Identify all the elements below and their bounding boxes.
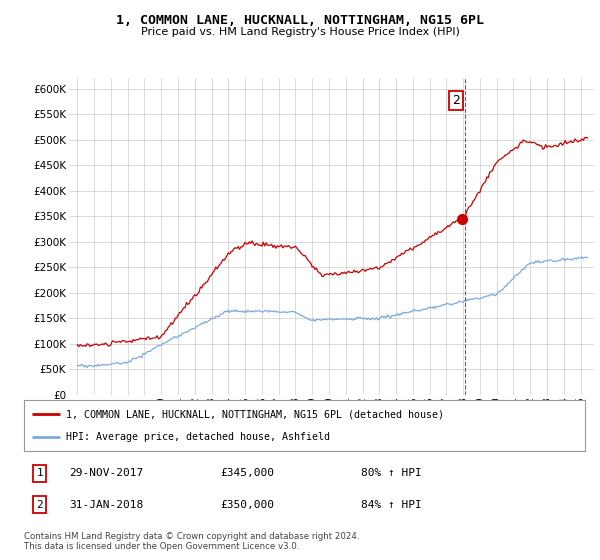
Text: Contains HM Land Registry data © Crown copyright and database right 2024.
This d: Contains HM Land Registry data © Crown c…: [24, 532, 359, 552]
Text: 31-JAN-2018: 31-JAN-2018: [69, 500, 143, 510]
Text: HPI: Average price, detached house, Ashfield: HPI: Average price, detached house, Ashf…: [66, 432, 330, 442]
Text: 2: 2: [37, 500, 43, 510]
Text: 1: 1: [37, 468, 43, 478]
Text: 1, COMMON LANE, HUCKNALL, NOTTINGHAM, NG15 6PL (detached house): 1, COMMON LANE, HUCKNALL, NOTTINGHAM, NG…: [66, 409, 444, 419]
Text: 29-NOV-2017: 29-NOV-2017: [69, 468, 143, 478]
Text: 2: 2: [452, 94, 460, 107]
Text: £345,000: £345,000: [220, 468, 274, 478]
Text: 1, COMMON LANE, HUCKNALL, NOTTINGHAM, NG15 6PL: 1, COMMON LANE, HUCKNALL, NOTTINGHAM, NG…: [116, 14, 484, 27]
Text: 84% ↑ HPI: 84% ↑ HPI: [361, 500, 421, 510]
Text: 80% ↑ HPI: 80% ↑ HPI: [361, 468, 421, 478]
Text: £350,000: £350,000: [220, 500, 274, 510]
Text: Price paid vs. HM Land Registry's House Price Index (HPI): Price paid vs. HM Land Registry's House …: [140, 27, 460, 37]
